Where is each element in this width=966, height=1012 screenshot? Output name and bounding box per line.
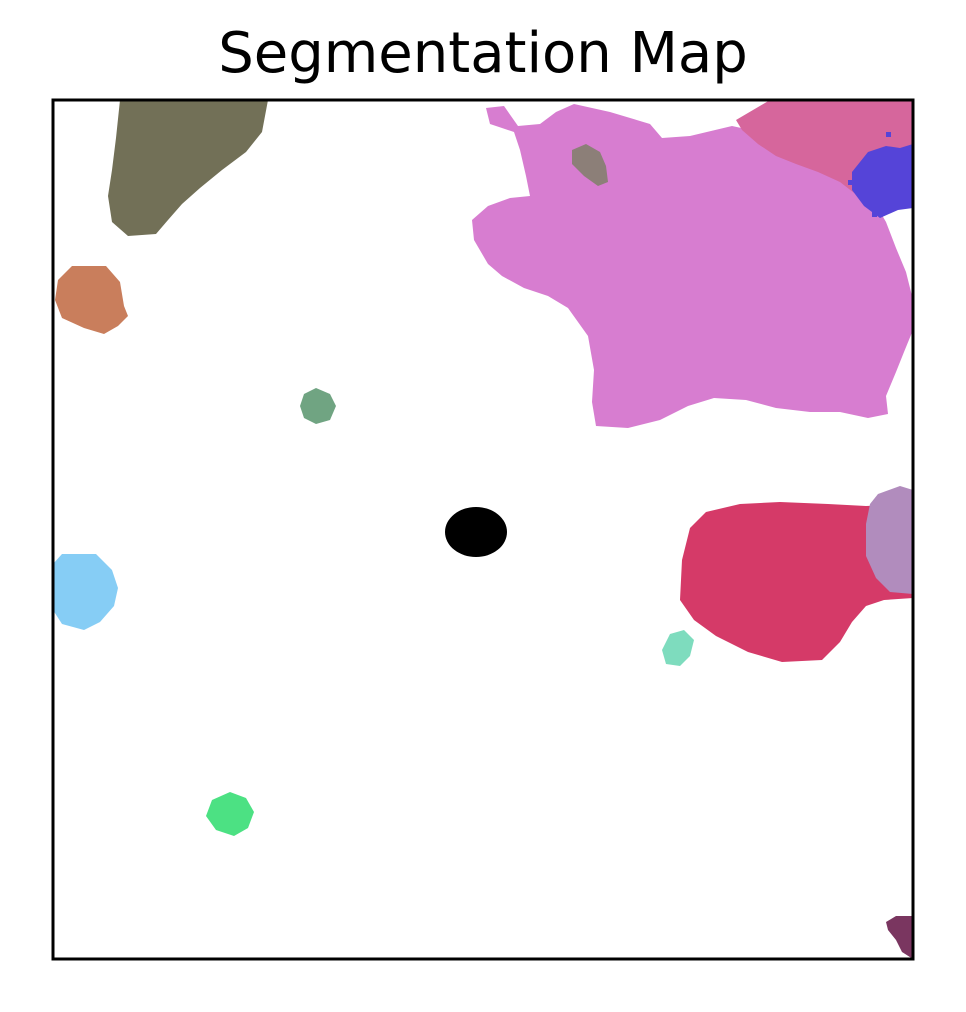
segment-blue-speck	[872, 212, 877, 217]
segment-taupe	[572, 144, 608, 186]
segment-green	[206, 792, 254, 836]
segment-sage	[300, 388, 336, 424]
segment-plum	[886, 916, 913, 959]
segment-olive	[108, 100, 268, 236]
segment-rose	[736, 100, 913, 196]
segment-blue-speck	[848, 180, 853, 185]
plot-frame	[51, 98, 915, 961]
segment-lilac	[866, 486, 913, 594]
segment-black	[445, 507, 507, 557]
segment-blue	[852, 144, 913, 218]
segment-orchid	[472, 104, 913, 428]
segment-blue-speck	[886, 132, 891, 137]
segment-crimson	[680, 502, 913, 662]
segment-sky	[53, 554, 118, 630]
segment-terracotta	[55, 266, 128, 334]
segment-mint	[662, 630, 694, 666]
figure-title: Segmentation Map	[218, 21, 748, 86]
